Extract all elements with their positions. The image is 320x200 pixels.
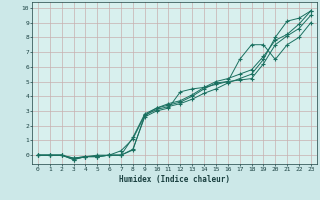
X-axis label: Humidex (Indice chaleur): Humidex (Indice chaleur) (119, 175, 230, 184)
